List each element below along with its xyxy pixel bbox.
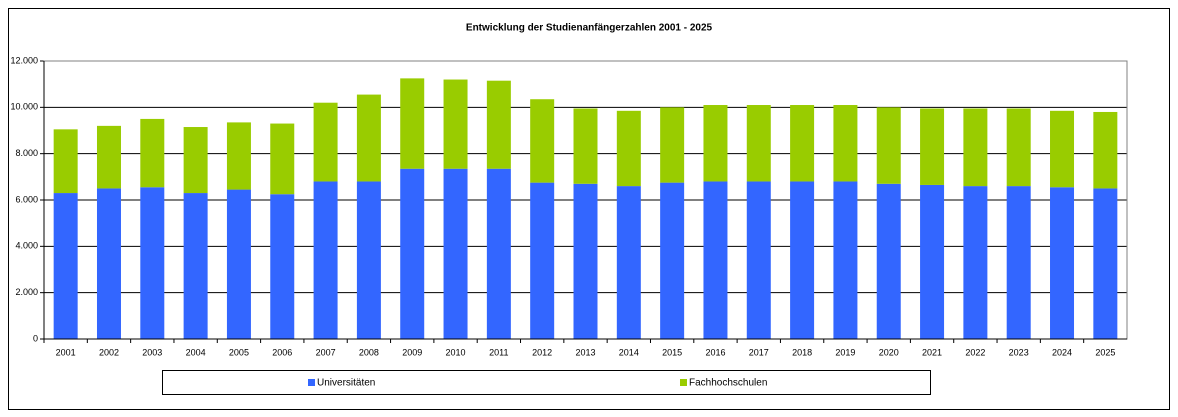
bar-segment (53, 193, 78, 339)
bar-segment (270, 123, 295, 195)
bar-segment (833, 105, 858, 182)
bar-segment (270, 194, 295, 339)
chart-title: Entwicklung der Studienanfängerzahlen 20… (466, 23, 713, 34)
bar-segment (486, 80, 511, 169)
bar-segment (183, 193, 208, 339)
bar-segment (400, 78, 425, 169)
bar-segment (876, 107, 901, 184)
bar-segment (356, 94, 381, 182)
x-tick-label: 2004 (186, 347, 206, 357)
bar-segment (1093, 188, 1118, 339)
x-tick-label: 2022 (965, 347, 985, 357)
bar-segment (1006, 108, 1031, 187)
bar-segment (963, 186, 988, 339)
bar-segment (703, 181, 728, 339)
bar-segment (1006, 186, 1031, 339)
x-tick-label: 2019 (835, 347, 855, 357)
x-tick-label: 2009 (402, 347, 422, 357)
x-tick-label: 2020 (879, 347, 899, 357)
bar-segment (53, 129, 78, 194)
x-tick-label: 2010 (446, 347, 466, 357)
bar-segment (573, 183, 598, 339)
bar-segment (616, 186, 641, 339)
bar-segment (400, 168, 425, 339)
bar-segment (313, 181, 338, 339)
legend-swatch (308, 379, 315, 386)
x-tick-label: 2013 (575, 347, 595, 357)
x-tick-label: 2014 (619, 347, 639, 357)
bar-segment (140, 187, 165, 339)
x-tick-label: 2024 (1052, 347, 1072, 357)
bar-segment (920, 184, 945, 339)
bar-segment (660, 107, 685, 183)
bar-segment (96, 125, 121, 189)
x-tick-label: 2025 (1095, 347, 1115, 357)
x-tick-label: 2021 (922, 347, 942, 357)
y-tick-label: 6.000 (15, 194, 38, 204)
y-tick-label: 0 (33, 333, 38, 343)
bar-segment (1093, 111, 1118, 189)
x-tick-label: 2017 (749, 347, 769, 357)
bar-segment (443, 79, 468, 169)
legend-box (162, 370, 931, 395)
bar-segment (920, 108, 945, 185)
y-tick-label: 10.000 (10, 102, 38, 112)
legend-swatch (680, 379, 687, 386)
bar-segment (226, 189, 251, 339)
x-tick-label: 2003 (142, 347, 162, 357)
bar-segment (486, 168, 511, 339)
x-tick-label: 2023 (1009, 347, 1029, 357)
bar-segment (140, 118, 165, 188)
x-tick-label: 2012 (532, 347, 552, 357)
bar-segment (530, 99, 555, 183)
bar-segment (746, 181, 771, 339)
bar-segment (183, 127, 208, 194)
bar-segment (876, 183, 901, 339)
bar-segment (660, 182, 685, 339)
bar-segment (356, 181, 381, 339)
x-tick-label: 2002 (99, 347, 119, 357)
bar-segment (313, 102, 338, 182)
bar-segment (963, 108, 988, 187)
bar-segment (790, 105, 815, 182)
legend-label: Universitäten (317, 378, 375, 389)
x-tick-label: 2015 (662, 347, 682, 357)
bar-segment (530, 182, 555, 339)
x-tick-label: 2011 (489, 347, 508, 357)
x-tick-label: 2001 (56, 347, 76, 357)
bar-segment (1050, 187, 1075, 339)
bar-segment (746, 105, 771, 182)
x-tick-label: 2007 (316, 347, 336, 357)
x-tick-label: 2008 (359, 347, 379, 357)
bar-segment (226, 122, 251, 190)
bar-segment (443, 168, 468, 339)
y-tick-label: 2.000 (15, 287, 38, 297)
bar-segment (703, 105, 728, 182)
bar-segment (1050, 110, 1075, 188)
legend-label: Fachhochschulen (689, 378, 767, 389)
y-tick-label: 4.000 (15, 241, 38, 251)
x-tick-label: 2005 (229, 347, 249, 357)
bar-segment (790, 181, 815, 339)
x-tick-label: 2018 (792, 347, 812, 357)
x-tick-label: 2016 (705, 347, 725, 357)
bar-segment (96, 188, 121, 339)
x-tick-label: 2006 (272, 347, 292, 357)
bar-segment (573, 108, 598, 184)
y-tick-label: 8.000 (15, 148, 38, 158)
y-tick-label: 12.000 (10, 55, 38, 65)
bar-segment (833, 181, 858, 339)
bar-segment (616, 110, 641, 187)
